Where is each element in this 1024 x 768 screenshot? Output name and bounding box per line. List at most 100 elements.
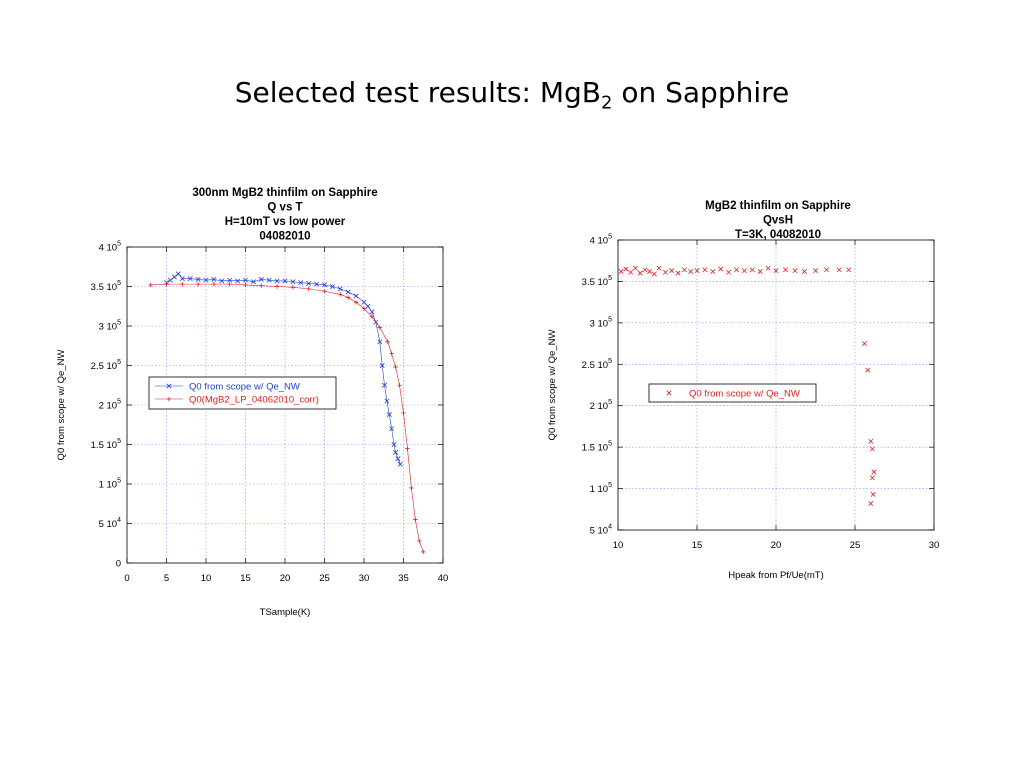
data-point xyxy=(258,276,264,282)
y-tick-label: 5 104 xyxy=(99,517,122,530)
legend-marker xyxy=(166,383,172,389)
data-point xyxy=(869,475,875,481)
legend-label: Q0 from scope w/ Qe_NW xyxy=(689,389,800,400)
legend: Q0 from scope w/ Qe_NW xyxy=(648,383,817,403)
data-point xyxy=(384,398,390,404)
data-point xyxy=(386,411,392,417)
data-point xyxy=(306,280,312,286)
data-point xyxy=(274,278,280,284)
x-tick-label: 25 xyxy=(850,540,861,551)
data-point xyxy=(801,269,807,274)
data-point xyxy=(389,426,395,432)
data-point xyxy=(219,278,225,284)
data-point xyxy=(274,284,280,289)
chart-title-line: T=3K, 04082010 xyxy=(735,229,821,241)
series-1 xyxy=(618,265,877,506)
data-point xyxy=(195,281,201,287)
data-point xyxy=(824,267,830,273)
data-point xyxy=(266,277,272,283)
data-point xyxy=(338,292,343,297)
data-point xyxy=(757,269,763,274)
data-point xyxy=(869,446,875,452)
chart-title-line: QvsH xyxy=(763,215,793,227)
chart-title-line: H=10mT vs low power xyxy=(225,216,346,228)
data-point xyxy=(290,279,296,285)
data-point xyxy=(651,271,657,277)
data-point xyxy=(385,339,390,344)
data-point xyxy=(389,351,394,356)
data-point xyxy=(749,267,755,273)
chart-title-line: MgB2 thinfilm on Sapphire xyxy=(705,200,851,212)
data-point xyxy=(243,282,248,288)
chart-title-line: 300nm MgB2 thinfilm on Sapphire xyxy=(192,187,377,199)
series-1 xyxy=(164,271,403,467)
x-tick-label: 5 xyxy=(164,573,169,584)
data-point xyxy=(227,281,232,287)
data-point xyxy=(401,410,406,416)
data-point xyxy=(642,267,648,273)
y-tick-label: 2 105 xyxy=(99,399,122,412)
data-point xyxy=(171,274,177,280)
legend-marker xyxy=(666,390,672,396)
data-point xyxy=(836,267,842,273)
data-point xyxy=(282,278,288,284)
x-axis-label: Hpeak from Pf/Ue(mT) xyxy=(728,570,824,581)
x-tick-label: 15 xyxy=(240,573,251,584)
y-axis-label: Q0 from scope w/ Qe_NW xyxy=(547,330,558,441)
series-line xyxy=(166,273,401,465)
chart-title-line: Q vs T xyxy=(267,202,302,214)
data-point xyxy=(361,299,367,305)
data-point xyxy=(675,270,681,276)
data-point xyxy=(871,469,877,475)
data-point xyxy=(227,277,233,283)
data-point xyxy=(765,265,771,271)
y-tick-label: 3.5 105 xyxy=(582,275,612,288)
x-tick-label: 0 xyxy=(124,573,129,584)
series-2 xyxy=(148,281,426,555)
data-point xyxy=(397,383,402,388)
legend-label: Q0 from scope w/ Qe_NW xyxy=(189,382,300,393)
y-tick-label: 5 104 xyxy=(590,524,613,537)
y-tick-label: 4 105 xyxy=(99,241,122,254)
data-point xyxy=(379,363,385,368)
data-point xyxy=(346,295,351,300)
chart-1: 300nm MgB2 thinfilm on Sapphire Q vs T H=1… xyxy=(56,187,448,618)
data-point xyxy=(861,341,867,347)
data-point xyxy=(377,325,382,330)
data-point xyxy=(710,269,716,274)
data-point xyxy=(353,300,359,305)
data-point xyxy=(361,306,367,311)
data-point xyxy=(702,267,708,273)
data-point xyxy=(391,442,397,447)
data-point xyxy=(243,277,248,283)
data-point xyxy=(164,281,169,287)
y-tick-label: 1.5 105 xyxy=(91,438,121,451)
data-point xyxy=(726,269,732,275)
data-point xyxy=(180,281,185,287)
slide-title-tail: on Sapphire xyxy=(612,76,790,109)
data-point xyxy=(632,265,638,271)
legend-box xyxy=(148,376,337,410)
data-point xyxy=(369,309,375,315)
y-axis-label: Q0 from scope w/ Qe_NW xyxy=(56,350,67,461)
data-point xyxy=(211,281,217,287)
data-point xyxy=(618,269,624,274)
data-point xyxy=(397,461,403,467)
y-tick-label: 4 105 xyxy=(590,234,613,247)
data-point xyxy=(868,501,874,506)
data-point xyxy=(353,293,359,299)
y-tick-label: 1 105 xyxy=(99,478,122,491)
data-point xyxy=(681,267,687,273)
data-point xyxy=(870,491,876,497)
data-point xyxy=(187,276,193,282)
data-point xyxy=(377,339,383,345)
y-tick-label: 3.5 105 xyxy=(91,280,121,293)
data-point xyxy=(148,282,153,288)
x-tick-label: 15 xyxy=(692,540,703,551)
slide-title-text: Selected test results: MgB xyxy=(234,76,601,109)
data-point xyxy=(773,268,779,274)
data-point xyxy=(413,517,418,522)
data-point xyxy=(250,279,256,285)
series-line xyxy=(150,283,424,553)
x-tick-label: 30 xyxy=(929,540,940,551)
